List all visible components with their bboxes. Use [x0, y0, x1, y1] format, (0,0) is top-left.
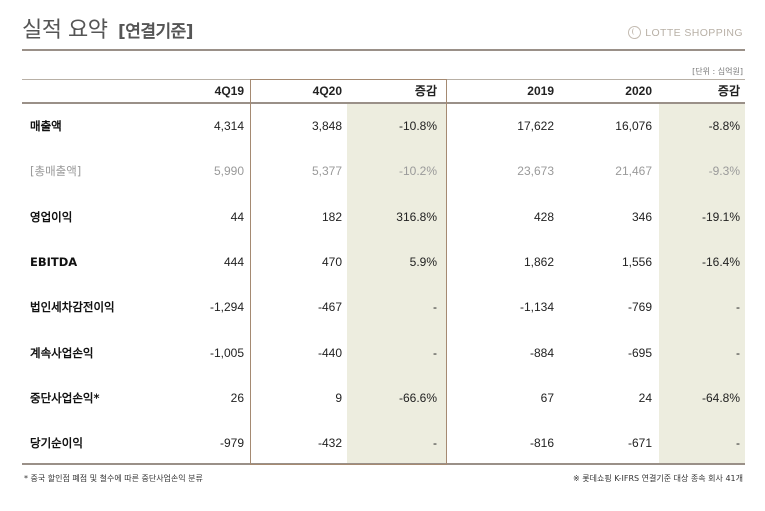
- table-cell: 1,556: [621, 254, 652, 269]
- title-main: 실적 요약: [22, 18, 108, 43]
- row-label: 중단사업손익*: [30, 390, 100, 405]
- footnote-consolidation: ※ 롯데쇼핑 K-IFRS 연결기준 대상 종속 회사 41개: [573, 474, 743, 483]
- table-cell: -10.2%: [398, 164, 437, 179]
- table-cell: 26: [230, 390, 244, 405]
- table-cell: -884: [529, 345, 554, 360]
- table-cell: -: [736, 300, 740, 315]
- table-cell: 5,377: [311, 164, 342, 179]
- row-label: 당기순이익: [30, 436, 83, 451]
- table-cell: 21,467: [615, 164, 652, 179]
- table-cell: 24: [638, 390, 652, 405]
- table-cell: -440: [317, 345, 342, 360]
- row-label: EBITDA: [30, 254, 78, 269]
- table-cell: 23,673: [517, 164, 554, 179]
- table-cell: -432: [317, 436, 342, 451]
- highlight-frame: [250, 79, 447, 465]
- footnote-discontinued: * 중국 할인점 폐점 및 철수에 따른 중단사업손익 분류: [24, 474, 203, 483]
- col-header-5: 증감: [717, 84, 740, 98]
- summary-table: 4Q19 4Q20 증감 2019 2020 증감 매출액 4,314 3,848 -10.8%…: [22, 79, 745, 465]
- col-header-0: 4Q19: [214, 84, 244, 98]
- lotte-logo-icon: [628, 26, 642, 39]
- table-cell: -64.8%: [701, 390, 740, 405]
- header-bottom-rule: [22, 102, 745, 104]
- table-cell: 5.9%: [409, 254, 437, 269]
- table-cell: -467: [317, 300, 342, 315]
- table-cell: 470: [321, 254, 342, 269]
- logo-text: LOTTE SHOPPING: [645, 26, 743, 39]
- table-cell: 444: [223, 254, 244, 269]
- table-cell: -1,005: [209, 345, 244, 360]
- table-cell: -: [433, 300, 437, 315]
- table-cell: -10.8%: [398, 119, 437, 133]
- table-cell: 316.8%: [396, 209, 437, 224]
- row-label: 매출액: [30, 119, 62, 133]
- table-cell: 9: [335, 390, 342, 405]
- table-cell: -66.6%: [398, 390, 437, 405]
- col-header-2: 증감: [414, 84, 437, 98]
- title-divider: [22, 49, 745, 51]
- table-cell: -1,294: [209, 300, 244, 315]
- col-header-3: 2019: [527, 84, 554, 98]
- table-cell: 44: [230, 209, 244, 224]
- table-cell: 346: [631, 209, 652, 224]
- table-bottom-rule: [22, 463, 745, 465]
- table-cell: 4,314: [213, 119, 244, 133]
- table-cell: 1,862: [523, 254, 554, 269]
- table-cell: -: [736, 345, 740, 360]
- table-cell: -816: [529, 436, 554, 451]
- table-cell: -769: [627, 300, 652, 315]
- company-logo: LOTTE SHOPPING: [628, 26, 743, 39]
- table-cell: -16.4%: [701, 254, 740, 269]
- table-cell: -: [433, 436, 437, 451]
- table-cell: -979: [219, 436, 244, 451]
- table-cell: -19.1%: [701, 209, 740, 224]
- shade-yoy-change-col: [659, 103, 745, 463]
- table-cell: 17,622: [517, 119, 554, 133]
- table-cell: -9.3%: [708, 164, 740, 179]
- row-label: 법인세차감전이익: [30, 300, 115, 315]
- row-label: [총매출액]: [30, 164, 82, 179]
- table-cell: 67: [540, 390, 554, 405]
- table-cell: -: [736, 436, 740, 451]
- table-cell: 182: [321, 209, 342, 224]
- table-cell: 16,076: [615, 119, 652, 133]
- table-cell: 428: [533, 209, 554, 224]
- table-cell: -1,134: [519, 300, 554, 315]
- table-cell: -695: [627, 345, 652, 360]
- table-cell: -8.8%: [708, 119, 740, 133]
- table-cell: 5,990: [213, 164, 244, 179]
- row-label: 계속사업손익: [30, 345, 94, 360]
- col-header-4: 2020: [625, 84, 652, 98]
- page-title: 실적 요약 [연결기준]: [22, 12, 194, 44]
- table-cell: 3,848: [311, 119, 342, 133]
- table-header-row: 4Q19 4Q20 증감 2019 2020 증감: [22, 79, 745, 103]
- unit-label: [단위 : 십억원]: [692, 67, 743, 76]
- table-cell: -: [433, 345, 437, 360]
- row-label: 영업이익: [30, 209, 73, 224]
- title-subtitle: [연결기준]: [117, 22, 194, 42]
- table-cell: -671: [627, 436, 652, 451]
- shade-qoq-change-col: [347, 103, 447, 463]
- col-header-1: 4Q20: [312, 84, 342, 98]
